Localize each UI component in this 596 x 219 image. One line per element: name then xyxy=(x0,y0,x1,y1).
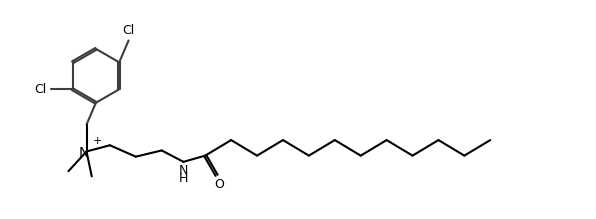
Text: O: O xyxy=(215,178,224,191)
Text: N: N xyxy=(79,145,89,159)
Text: +: + xyxy=(93,136,102,146)
Text: Cl: Cl xyxy=(122,24,135,37)
Text: H: H xyxy=(179,172,188,185)
Text: Cl: Cl xyxy=(35,83,46,96)
Text: N: N xyxy=(179,164,188,177)
